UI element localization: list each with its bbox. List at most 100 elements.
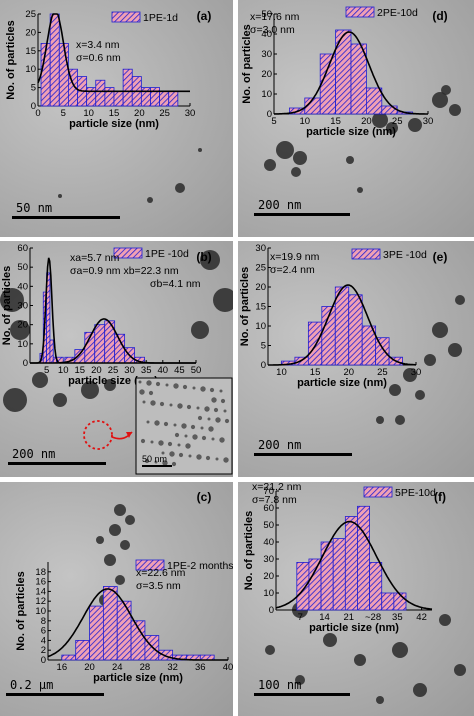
y-tick-label: 50: [263, 520, 274, 531]
fit-curve: [275, 520, 433, 610]
inset-particle: [219, 437, 225, 443]
y-tick-label: 30: [261, 49, 272, 60]
x-tick-label: 10: [300, 116, 311, 127]
y-tick-label: 20: [255, 282, 266, 293]
stat-annotation: σ=3.5 nm: [136, 580, 181, 592]
inset-particle: [215, 417, 221, 423]
bar: [122, 68, 133, 107]
x-tick-label: 20: [343, 367, 354, 378]
x-tick-label: 35: [141, 365, 152, 376]
particle-blob: [386, 122, 398, 134]
chart-e: 10 15 20 25 30 0 5 10 15 20 25 30 particle size (nm)…: [239, 243, 465, 456]
legend-swatch: [135, 559, 165, 571]
y-tick-label: 0: [267, 109, 272, 120]
particle-blob: [0, 288, 24, 312]
y-tick-label: 10: [35, 606, 46, 617]
inset-particle: [188, 454, 192, 458]
y-tick-label: 0: [41, 655, 46, 666]
y-tick-label: 60: [263, 503, 274, 514]
y-axis-label: No. of particles: [243, 511, 255, 590]
fit-curve: [30, 318, 196, 364]
fit-curve: [37, 13, 190, 93]
bar: [344, 516, 358, 611]
bar: [357, 505, 371, 611]
y-tick-label: 15: [25, 46, 36, 57]
x-tick-label: 24: [112, 662, 123, 673]
x-tick-label: ~28: [365, 612, 381, 623]
inset-particle: [148, 390, 154, 396]
particle-blob: [53, 393, 67, 407]
fit-curve: [274, 31, 428, 115]
x-tick-label: 15: [109, 108, 120, 119]
particle-blob: [439, 614, 451, 626]
inset-scale-label: 50 nm: [142, 454, 167, 464]
x-tick-label: 10: [83, 108, 94, 119]
inset-particle: [161, 451, 165, 455]
stat-annotation: x=21.2 nm: [252, 482, 302, 493]
y-tick-label: 5: [261, 341, 266, 352]
x-tick-label: 36: [195, 662, 206, 673]
x-tick-label: 45: [174, 365, 185, 376]
particle-blob: [115, 575, 125, 585]
particle-blob: [455, 295, 465, 305]
scale-bar: [6, 693, 104, 696]
bar: [332, 538, 346, 611]
inset-particle: [155, 381, 161, 387]
bar: [365, 87, 383, 115]
scale-bar-label: 50 nm: [16, 201, 52, 215]
panel-letter: (b): [196, 250, 211, 264]
particle-blob: [432, 322, 448, 338]
panel-letter: (a): [197, 9, 212, 23]
x-tick-label: 20: [361, 116, 372, 127]
inset-particle: [150, 440, 154, 444]
legend-swatch: [113, 247, 143, 259]
bar: [86, 87, 97, 107]
x-tick-label: 30: [423, 116, 434, 127]
x-axis-label: particle size (nm): [297, 377, 387, 389]
inset-particle: [201, 435, 207, 441]
particle-blob: [264, 159, 276, 171]
legend-swatch: [345, 6, 375, 18]
bar: [116, 600, 132, 661]
scale-bar: [254, 693, 350, 696]
inset-scale-bar: [142, 465, 172, 467]
inset-particle: [178, 452, 184, 458]
particle-blob: [58, 194, 62, 198]
inset-particle: [186, 404, 192, 410]
inset-particle: [200, 386, 206, 392]
x-axis-label: particle size (nm): [309, 622, 399, 634]
x-tick-label: 5: [271, 116, 276, 127]
stat-annotation: x=22.6 nm: [136, 567, 186, 579]
y-tick-label: 0: [269, 605, 274, 616]
x-tick-label: 14: [319, 612, 330, 623]
particle-blob: [372, 112, 388, 128]
x-tick-label: 28: [140, 662, 151, 673]
inset-particle: [197, 415, 203, 421]
inset-particle: [139, 389, 145, 395]
particle-blob: [191, 321, 209, 339]
inset-particle: [190, 424, 196, 430]
y-tick-label: 30: [17, 301, 28, 312]
particle-blob: [448, 343, 462, 357]
bar: [159, 90, 170, 107]
zoom-circle: [83, 420, 113, 450]
bar: [49, 13, 60, 107]
y-tick-label: 0: [261, 360, 266, 371]
particle-blob: [408, 118, 422, 132]
inset-particle: [167, 441, 173, 447]
particle-blob: [198, 148, 202, 152]
x-tick-label: 35: [392, 612, 403, 623]
scale-bar-label: 100 nm: [258, 678, 301, 692]
stat-annotation: x=19.9 nm: [270, 251, 320, 263]
zoom-arrow-head: [126, 432, 132, 438]
inset-particle: [219, 389, 223, 393]
y-axis-label: No. of particles: [15, 571, 27, 650]
inset-particle: [196, 454, 202, 460]
panel-b: 5 10 15 20 25 30 35 40 45 50 0 10 20 30 40 50 60 particle…: [0, 241, 233, 477]
scale-bar-label: 200 nm: [258, 438, 301, 452]
inset-particle: [163, 421, 169, 427]
stat-annotation: σ=7.8 nm: [252, 494, 297, 506]
y-tick-label: 60: [17, 243, 28, 254]
legend-label: 1PE-1d: [143, 12, 178, 24]
bars-f: [296, 505, 407, 611]
